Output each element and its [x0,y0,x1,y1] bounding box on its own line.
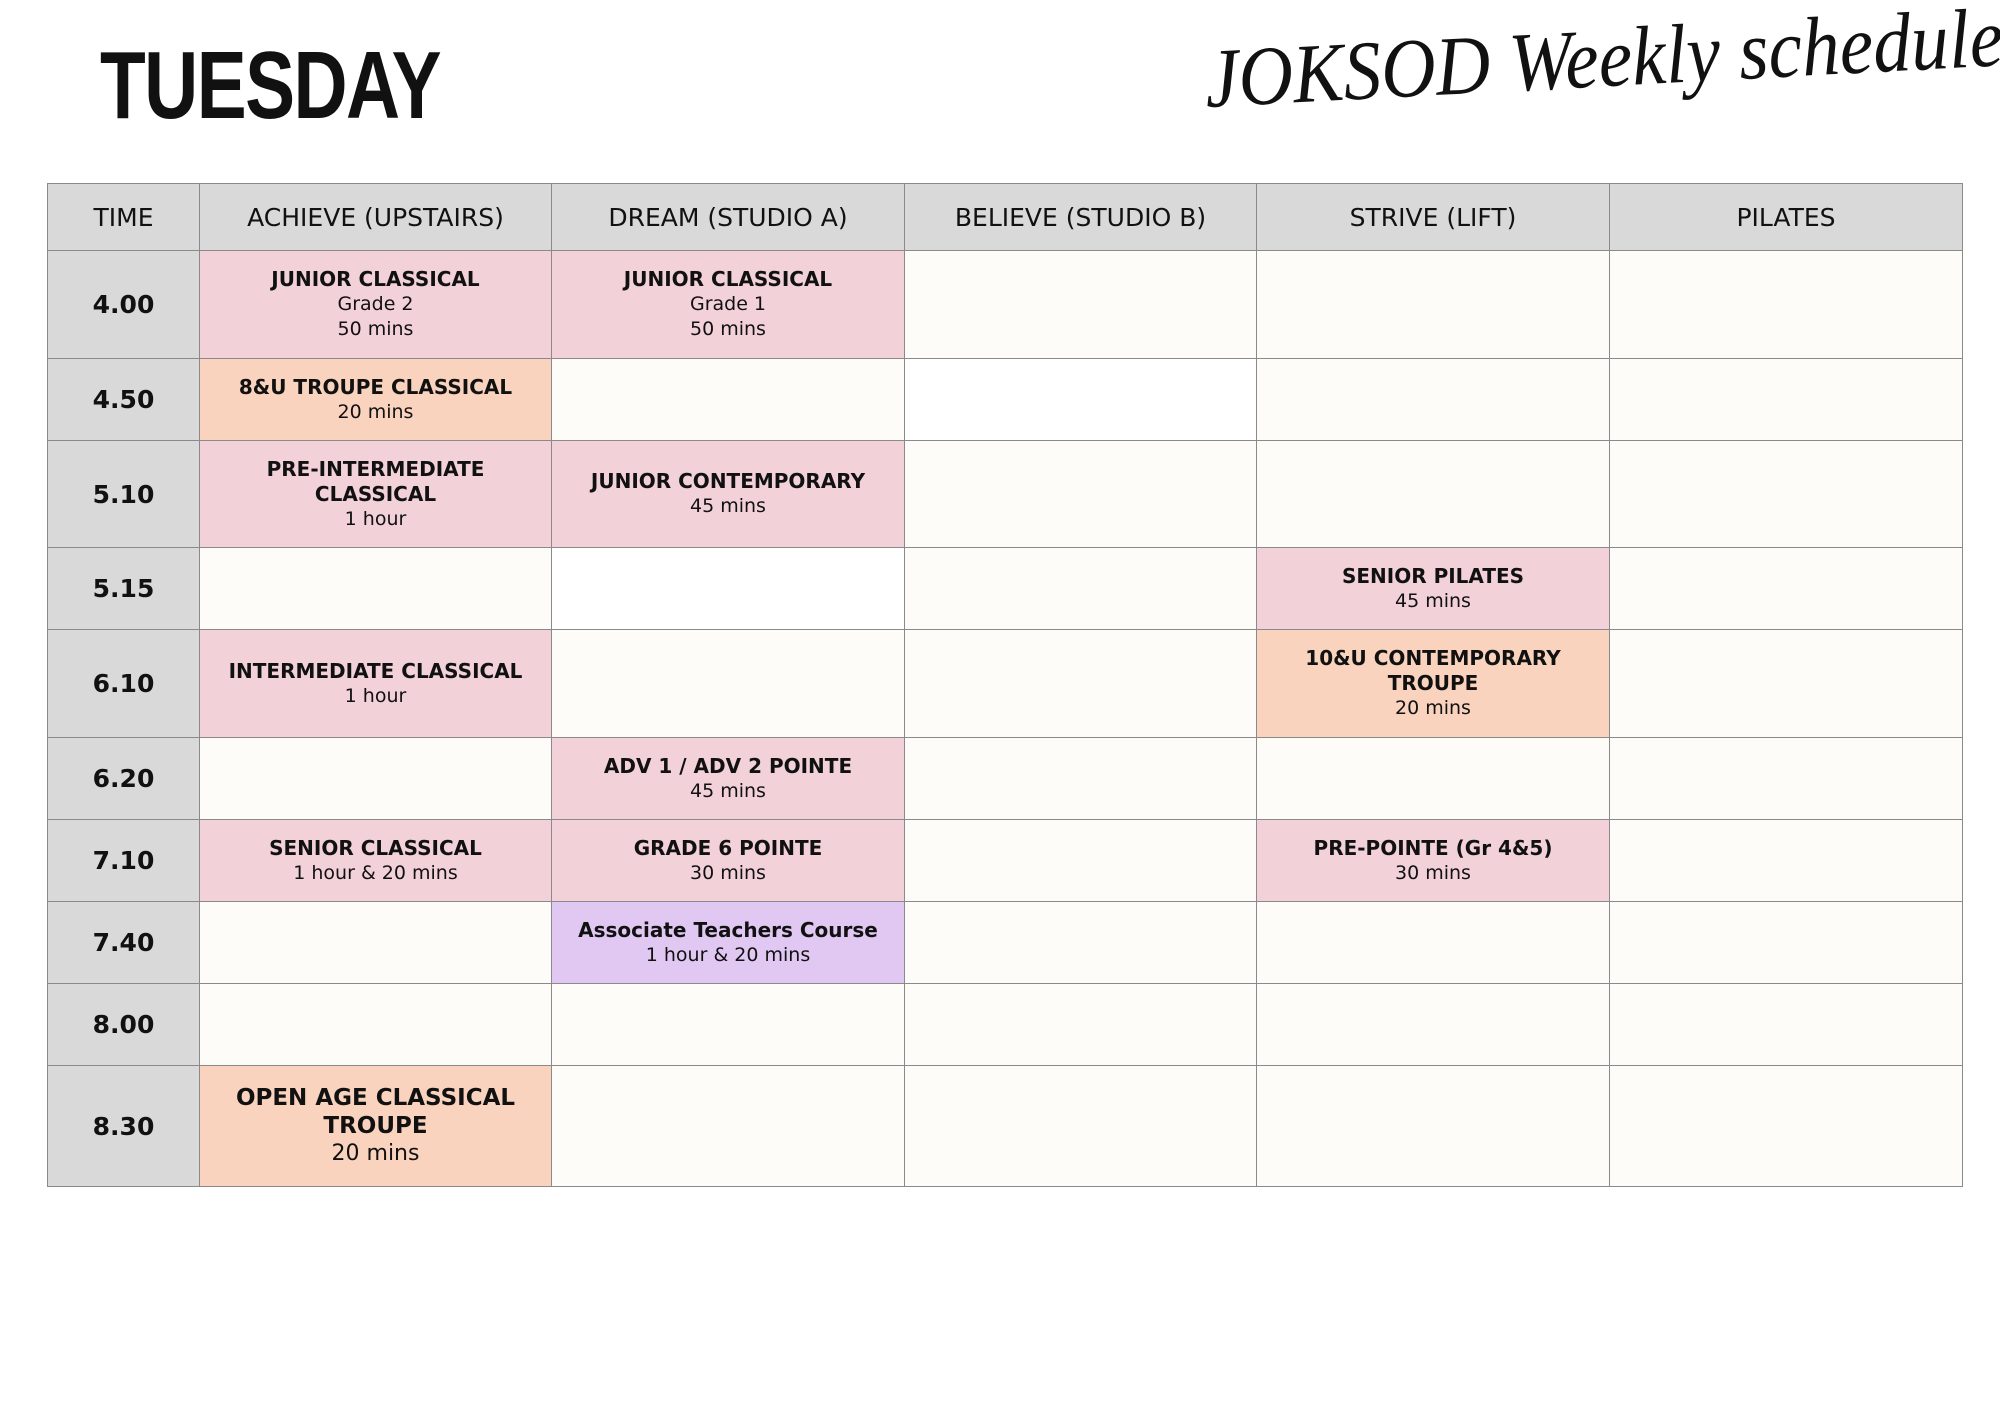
empty-cell [1257,359,1610,441]
empty-cell [905,1066,1257,1187]
empty-cell [905,359,1257,441]
class-title: JUNIOR CLASSICAL [271,267,480,291]
time-cell: 7.40 [48,902,200,984]
column-header: PILATES [1610,184,1963,251]
class-detail: 1 hour & 20 mins [293,861,458,884]
class-detail: 1 hour [344,507,407,530]
empty-cell [1610,984,1963,1066]
time-cell: 8.00 [48,984,200,1066]
empty-cell [552,1066,905,1187]
class-title: ADV 1 / ADV 2 POINTE [603,753,853,778]
class-title: OPEN AGE CLASSICAL TROUPE [235,1085,516,1139]
column-header: BELIEVE (STUDIO B) [905,184,1257,251]
class-title: PRE-POINTE (Gr 4&5) [1313,835,1553,860]
class-cell[interactable]: PRE-POINTE (Gr 4&5) 30 mins [1257,820,1610,902]
class-title: JUNIOR CONTEMPORARY [590,469,866,493]
time-cell: 6.20 [48,738,200,820]
class-title: INTERMEDIATE CLASSICAL [228,658,523,683]
empty-cell [1257,984,1610,1066]
empty-cell [200,738,552,820]
class-detail: 30 mins [1395,861,1471,884]
class-cell[interactable]: OPEN AGE CLASSICAL TROUPE 20 mins [200,1066,552,1187]
time-cell: 5.15 [48,548,200,630]
class-title: SENIOR CLASSICAL [269,835,482,860]
empty-cell [1257,902,1610,984]
class-detail: 30 mins [690,861,766,884]
class-detail: 20 mins [331,1141,420,1166]
empty-cell [552,984,905,1066]
class-detail: Grade 1 [689,293,767,315]
empty-cell [1257,738,1610,820]
empty-cell [1610,1066,1963,1187]
empty-cell [905,630,1257,738]
class-cell[interactable]: JUNIOR CLASSICAL Grade 2 50 mins [200,251,552,359]
empty-cell [1610,441,1963,548]
schedule-table: TIME ACHIEVE (UPSTAIRS) DREAM (STUDIO A) BE… [47,183,1963,1187]
empty-cell [905,738,1257,820]
class-cell[interactable]: JUNIOR CONTEMPORARY 45 mins [552,441,905,548]
column-header: STRIVE (LIFT) [1257,184,1610,251]
time-cell: 4.50 [48,359,200,441]
class-cell[interactable]: 10&U CONTEMPORARY TROUPE 20 mins [1257,630,1610,738]
class-detail: 45 mins [690,495,766,517]
empty-cell [1610,548,1963,630]
time-cell: 7.10 [48,820,200,902]
column-header: DREAM (STUDIO A) [552,184,905,251]
class-detail: 1 hour & 20 mins [645,943,811,966]
class-cell[interactable]: JUNIOR CLASSICAL Grade 1 50 mins [552,251,905,359]
empty-cell [552,548,905,630]
class-cell[interactable]: ADV 1 / ADV 2 POINTE 45 mins [552,738,905,820]
empty-cell [905,820,1257,902]
empty-cell [905,984,1257,1066]
class-title: Associate Teachers Course [578,917,878,942]
class-detail: 45 mins [690,779,766,802]
column-header: TIME [48,184,200,251]
class-title: SENIOR PILATES [1341,563,1525,588]
class-title: 10&U CONTEMPORARY TROUPE [1305,646,1561,695]
class-cell[interactable]: 8&U TROUPE CLASSICAL 20 mins [200,359,552,441]
class-cell[interactable]: GRADE 6 POINTE 30 mins [552,820,905,902]
column-header: ACHIEVE (UPSTAIRS) [200,184,552,251]
class-detail: Grade 2 [337,293,414,315]
class-detail: 50 mins [337,318,414,340]
empty-cell [1610,251,1963,359]
class-detail: 45 mins [1395,589,1471,612]
empty-cell [552,630,905,738]
empty-cell [200,548,552,630]
empty-cell [905,441,1257,548]
empty-cell [905,251,1257,359]
empty-cell [1257,441,1610,548]
class-title: JUNIOR CLASSICAL [623,267,833,291]
class-title: PRE-INTERMEDIATE CLASSICAL [266,456,485,506]
empty-cell [1610,738,1963,820]
class-detail: 20 mins [337,400,414,423]
empty-cell [1257,1066,1610,1187]
time-cell: 5.10 [48,441,200,548]
class-detail: 50 mins [690,318,766,340]
empty-cell [1610,630,1963,738]
class-detail: 1 hour [344,684,407,707]
time-cell: 6.10 [48,630,200,738]
empty-cell [1257,251,1610,359]
empty-cell [1610,902,1963,984]
empty-cell [905,902,1257,984]
empty-cell [1610,359,1963,441]
time-cell: 8.30 [48,1066,200,1187]
empty-cell [552,359,905,441]
empty-cell [1610,820,1963,902]
class-cell[interactable]: SENIOR CLASSICAL 1 hour & 20 mins [200,820,552,902]
class-cell[interactable]: SENIOR PILATES 45 mins [1257,548,1610,630]
time-cell: 4.00 [48,251,200,359]
class-title: GRADE 6 POINTE [633,835,823,860]
class-cell[interactable]: PRE-INTERMEDIATE CLASSICAL 1 hour [200,441,552,548]
empty-cell [200,984,552,1066]
schedule-brand-title: JOKSOD Weekly schedule [1202,0,2000,126]
class-title: 8&U TROUPE CLASSICAL [238,374,513,399]
empty-cell [200,902,552,984]
class-cell[interactable]: INTERMEDIATE CLASSICAL 1 hour [200,630,552,738]
day-title: TUESDAY [100,32,442,139]
class-cell[interactable]: Associate Teachers Course 1 hour & 20 min… [552,902,905,984]
class-detail: 20 mins [1395,697,1471,719]
empty-cell [905,548,1257,630]
